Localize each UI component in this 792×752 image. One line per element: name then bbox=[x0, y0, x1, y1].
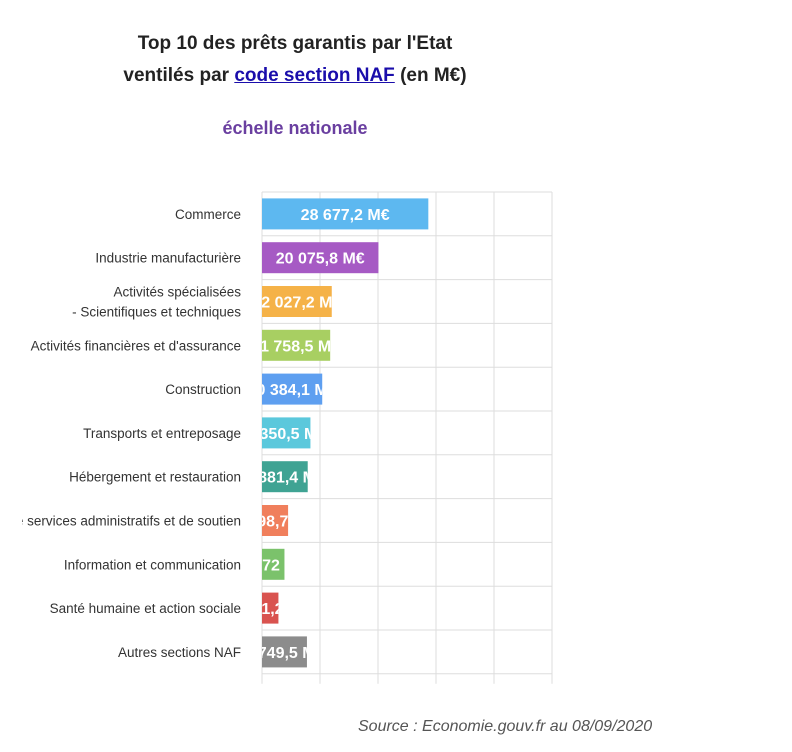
bar-value-label: 7 881,4 M€ bbox=[245, 470, 325, 487]
bar[interactable] bbox=[262, 592, 279, 624]
category-label: Santé humaine et action sociale bbox=[50, 601, 241, 616]
bar-value-label: 28 677,2 M€ bbox=[301, 207, 390, 224]
category-label: Activités spécialisées - Scientifiques et… bbox=[72, 285, 241, 320]
category-label: Activités de services administratifs et … bbox=[0, 514, 241, 529]
title-line-1: Top 10 des prêts garantis par l'Etat bbox=[137, 33, 453, 54]
bar-value-label: 11 758,5 M€ bbox=[252, 338, 340, 355]
title-line-2: ventilés par code section NAF (en M€) bbox=[0, 60, 590, 92]
bar-chart: 28 677,2 M€ Commerce 20 075,8 M€ Industrie … bbox=[0, 191, 553, 684]
bar[interactable] bbox=[262, 242, 379, 274]
bar-value-label: 8 350,5 M€ bbox=[246, 426, 326, 443]
bar[interactable] bbox=[262, 286, 332, 317]
naf-code-link[interactable]: code section NAF bbox=[234, 65, 395, 86]
bar[interactable] bbox=[262, 329, 331, 361]
category-label: Hébergement et restauration bbox=[69, 470, 241, 485]
category-label: Commerce bbox=[175, 207, 241, 222]
category-label: Activités financières et d'assurance bbox=[31, 338, 241, 353]
bar[interactable] bbox=[262, 417, 311, 449]
category-label: Construction bbox=[165, 382, 241, 397]
category-label: Transports et entreposage bbox=[83, 426, 241, 441]
bar[interactable] bbox=[262, 636, 307, 668]
bar[interactable] bbox=[262, 548, 285, 580]
category-label: Industrie manufacturière bbox=[95, 251, 241, 266]
bar[interactable] bbox=[262, 461, 308, 493]
bar[interactable] bbox=[262, 505, 289, 536]
bar-value-label: 4 498,7 M€ bbox=[235, 514, 315, 531]
source-note: Source : Economie.gouv.fr au 08/09/2020 bbox=[358, 718, 653, 735]
title-suffix: (en M€) bbox=[394, 65, 467, 86]
bar-value-label: 10 384,1 M€ bbox=[248, 382, 337, 399]
category-label: Information et communication bbox=[64, 557, 241, 572]
bar-value-label: 2 831,2 M€ bbox=[230, 601, 310, 618]
title-prefix: ventilés par bbox=[123, 65, 235, 86]
chart-title: Top 10 des prêts garantis par l'Etat ven… bbox=[0, 28, 590, 92]
bar[interactable] bbox=[262, 198, 429, 230]
category-label: Autres sections NAF bbox=[118, 645, 241, 660]
chart-subtitle: échelle nationale bbox=[222, 118, 368, 138]
bar[interactable] bbox=[262, 373, 323, 405]
bar-value-label: 7 749,5 M€ bbox=[244, 645, 324, 662]
bar-value-label: 12 027,2 M€ bbox=[252, 295, 341, 312]
bar-value-label: 3 872 M€ bbox=[240, 557, 307, 574]
bar-value-label: 20 075,8 M€ bbox=[276, 251, 365, 268]
